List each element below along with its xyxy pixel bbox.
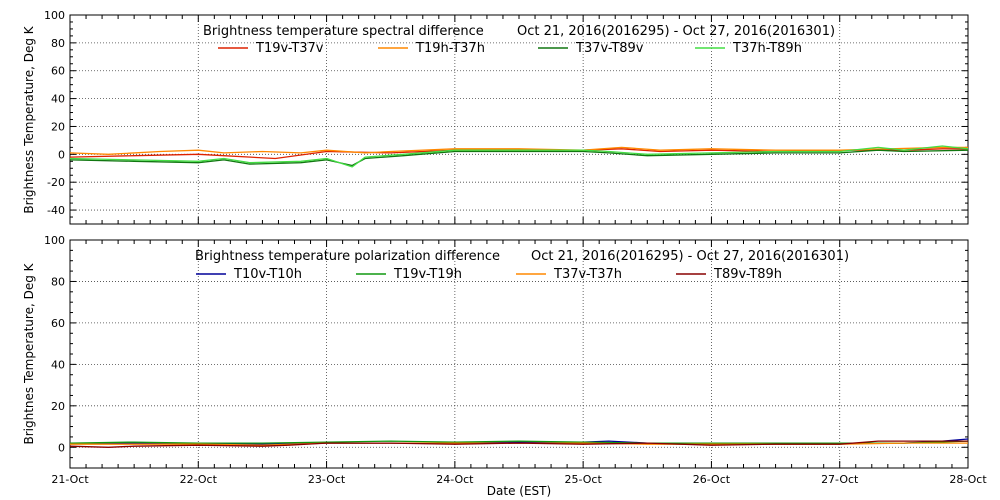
x-tick-label: 24-Oct [436, 473, 474, 486]
y-tick-label: 80 [51, 275, 65, 288]
legend-label: T37h-T89h [732, 41, 802, 56]
grid-lines [70, 15, 968, 224]
y-tick-label: 20 [51, 120, 65, 133]
chart-title: Brightness temperature spectral differen… [203, 24, 484, 39]
series-line-t89v-t89h [69, 440, 968, 448]
legend: T19v-T37v T19h-T37h T37v-T89v T37h-T89h [218, 41, 802, 56]
y-tick-label: -40 [47, 204, 65, 217]
legend-label: T37v-T37h [553, 267, 622, 282]
x-tick-label: 23-Oct [308, 473, 346, 486]
y-tick-label: 100 [44, 234, 65, 247]
chart-title: Brightness temperature polarization diff… [195, 249, 500, 264]
y-tick-label: 60 [51, 65, 65, 78]
y-axis-label: Brightness Temperature, Deg K [22, 25, 36, 213]
legend-label: T19v-T19h [393, 267, 462, 282]
legend-label: T37v-T89v [575, 41, 644, 56]
grid-lines [70, 240, 968, 468]
plot-frame [69, 14, 969, 225]
x-tick-label: 27-Oct [821, 473, 859, 486]
x-tick-label: 28-Oct [949, 473, 987, 486]
x-tick-label: 25-Oct [564, 473, 602, 486]
legend-label: T10v-T10h [233, 267, 302, 282]
y-tick-label: 40 [51, 93, 65, 106]
spectral-difference-panel: -40 -20 0 20 40 60 80 100 Brightness temperatur… [22, 9, 969, 225]
series-line-t19v-t19h [69, 440, 969, 444]
y-axis-label: Brightnes Temperature, Deg K [22, 262, 36, 444]
legend-label: T19v-T37v [255, 41, 324, 56]
x-axis-label: Date (EST) [487, 484, 551, 498]
y-tick-label: 40 [51, 358, 65, 371]
series-line-t37h-t89h [69, 145, 969, 168]
x-tick-label: 26-Oct [693, 473, 731, 486]
series-line-t19h-t37h [69, 146, 968, 155]
legend-label: T19h-T37h [415, 41, 485, 56]
legend-label: T89v-T89h [713, 267, 782, 282]
date-range: Oct 21, 2016(2016295) - Oct 27, 2016(201… [531, 249, 849, 264]
legend: T10v-T10h T19v-T19h T37v-T37h T89v-T89h [196, 267, 782, 282]
x-tick-label: 22-Oct [180, 473, 218, 486]
y-tick-label: -20 [47, 176, 65, 189]
y-tick-label: 100 [44, 9, 65, 22]
y-tick-label: 60 [51, 317, 65, 330]
series-line-t37v-t89v [69, 149, 969, 167]
x-tick-label: 21-Oct [51, 473, 89, 486]
series-lines [69, 438, 969, 448]
series-lines [69, 145, 969, 168]
axis-ticks: -40 -20 0 20 40 60 80 100 [44, 9, 969, 225]
polarization-difference-panel: 0 20 40 60 80 100 21-Oct 22-Oct 23-Oct 24-Oct 25-O… [22, 234, 987, 498]
date-range: Oct 21, 2016(2016295) - Oct 27, 2016(201… [517, 24, 835, 39]
y-tick-label: 80 [51, 37, 65, 50]
axis-ticks: 0 20 40 60 80 100 21-Oct 22-Oct 23-Oct 24-Oct 25-O… [44, 234, 987, 486]
y-tick-label: 0 [58, 441, 65, 454]
y-tick-label: 20 [51, 400, 65, 413]
y-tick-label: 0 [58, 148, 65, 161]
